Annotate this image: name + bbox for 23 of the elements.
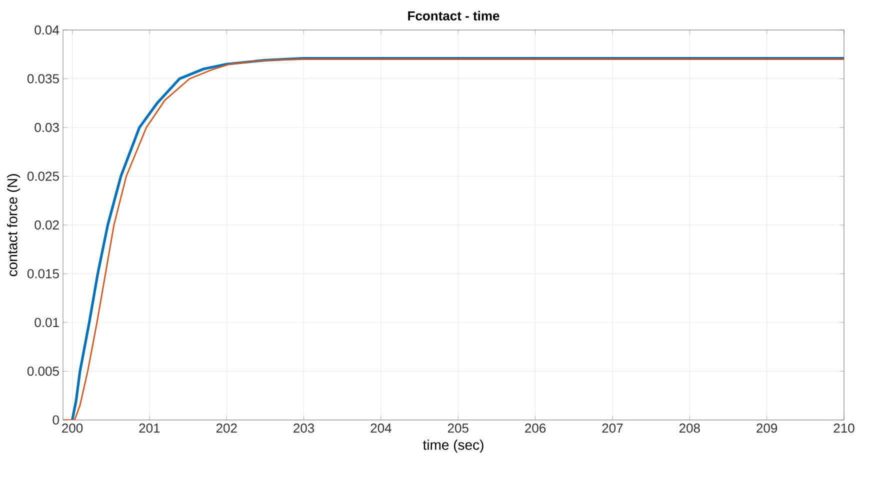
y-tick-label: 0.035 — [27, 74, 59, 84]
chart-title: Fcontact - time — [408, 10, 500, 20]
y-tick-label: 0.04 — [34, 25, 60, 35]
x-tick-label: 205 — [448, 424, 468, 433]
y-axis-title: contact force (N) — [7, 174, 20, 276]
x-tick-label: 202 — [216, 424, 237, 433]
y-tick-label: 0.02 — [34, 220, 59, 230]
x-tick-label: 210 — [834, 424, 854, 433]
y-tick-label: 0 — [52, 415, 59, 425]
x-tick-label: 206 — [525, 424, 546, 433]
y-tick-label: 0.01 — [34, 318, 59, 328]
x-axis-title: time (sec) — [423, 440, 484, 453]
x-tick-label: 209 — [756, 424, 778, 433]
y-tick-label: 0.015 — [27, 269, 59, 278]
x-tick-label: 207 — [602, 424, 623, 433]
y-tick-label: 0.005 — [27, 366, 59, 376]
y-tick-label: 0.03 — [34, 122, 59, 132]
x-tick-label: 203 — [294, 424, 314, 433]
x-tick-label: 204 — [370, 424, 392, 433]
y-tick-label: 0.025 — [27, 172, 59, 181]
x-tick-label: 208 — [679, 424, 700, 433]
x-tick-label: 200 — [62, 424, 83, 433]
x-tick-label: 201 — [139, 424, 160, 433]
